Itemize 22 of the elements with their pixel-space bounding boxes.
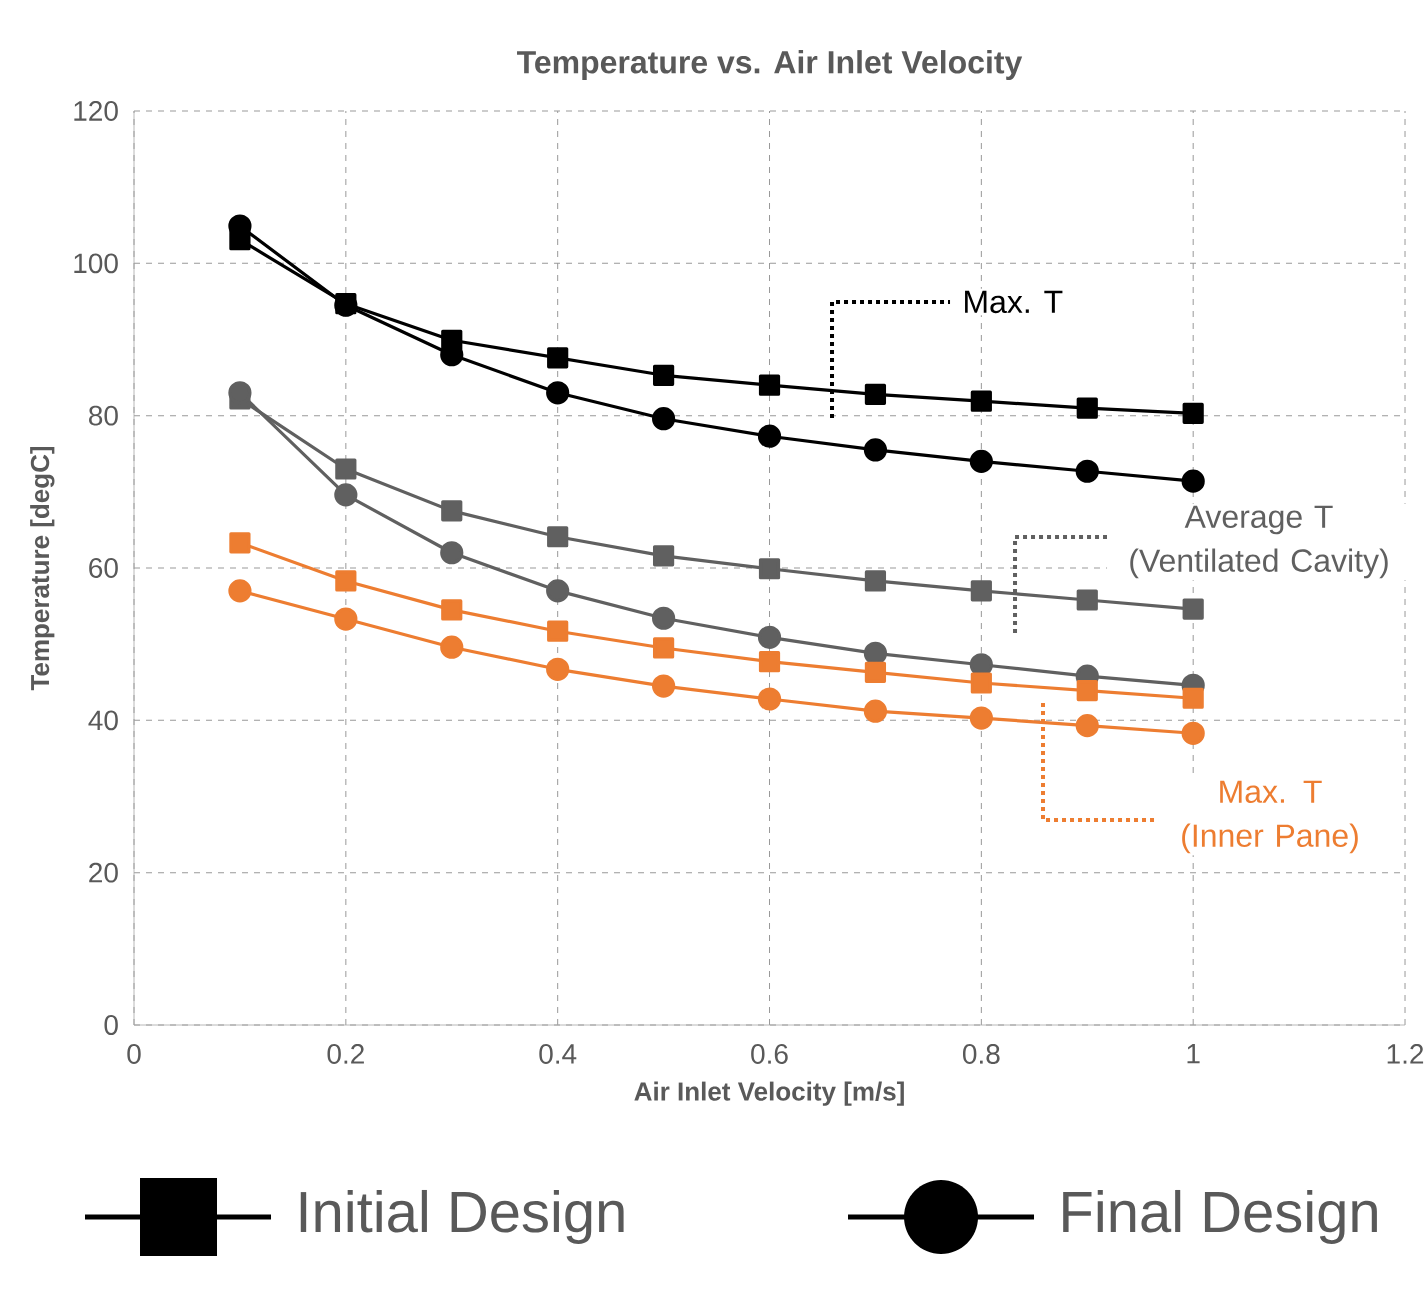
x-tick-label: 0.8 (962, 1044, 1000, 1064)
y-axis-title: Temperature [degC] (30, 446, 55, 691)
x-tick-label: 0.4 (539, 1044, 577, 1064)
y-tick-label: 120 (74, 101, 118, 121)
chart-title: Temperature vs. Air Inlet Velocity (517, 50, 1023, 80)
y-tick-label: 40 (88, 710, 118, 731)
annotation: Max. T (965, 290, 1063, 314)
y-tick-label: 100 (74, 253, 118, 274)
y-tick-label: 0 (104, 1015, 118, 1035)
y-tick-label: 60 (89, 558, 118, 578)
legend-label: Final Design (1063, 1189, 1377, 1245)
x-tick-label: 1 (1187, 1044, 1200, 1064)
y-tick-label: 80 (89, 405, 118, 426)
x-tick-label: 1.2 (1387, 1044, 1424, 1064)
x-axis-title: Air Inlet Velocity [m/s] (634, 1081, 904, 1106)
annotation: Max. T (Inner Pane) (1182, 780, 1358, 854)
x-tick-label: 0.2 (327, 1044, 364, 1064)
x-tick-label: 0.6 (751, 1044, 788, 1064)
annotation: Average T (Ventilated Cavity) (1130, 505, 1388, 579)
legend-label: Initial Design (300, 1189, 624, 1245)
y-tick-label: 20 (89, 862, 118, 883)
x-tick-label: 0 (127, 1044, 141, 1064)
